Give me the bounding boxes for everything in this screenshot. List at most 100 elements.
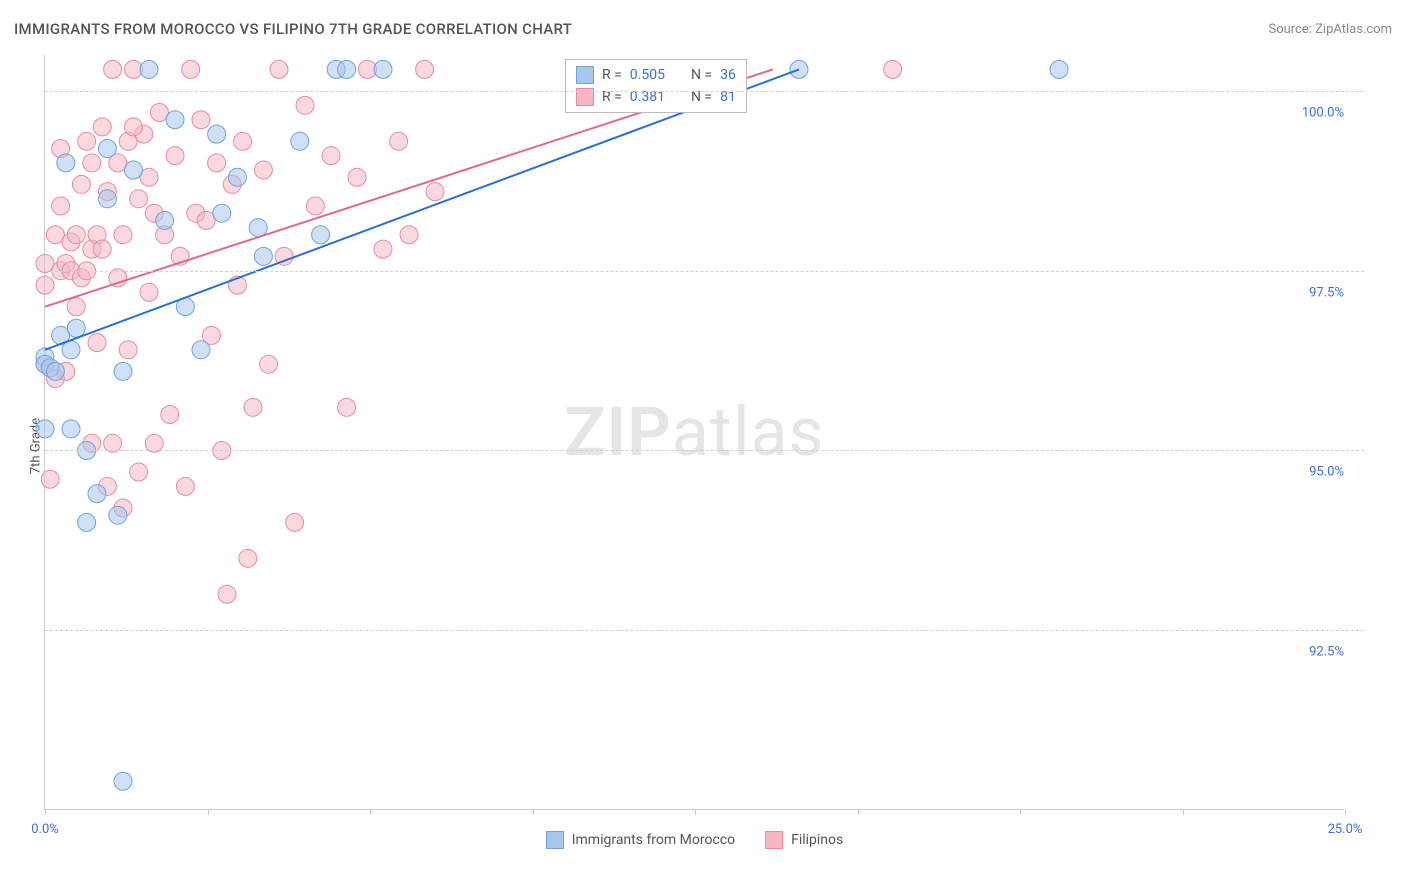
x-tick xyxy=(45,809,46,815)
data-point xyxy=(213,204,231,222)
data-point xyxy=(83,154,101,172)
data-point xyxy=(46,362,64,380)
r-value-a: 0.505 xyxy=(630,67,665,83)
data-point xyxy=(374,60,392,78)
n-value-a: 36 xyxy=(720,67,736,83)
data-point xyxy=(93,118,111,136)
data-point xyxy=(208,125,226,143)
r-label: R = xyxy=(602,67,622,83)
x-tick xyxy=(533,809,534,815)
legend-row-a: R = 0.505 N = 36 xyxy=(576,64,736,86)
data-point xyxy=(1050,60,1068,78)
data-point xyxy=(124,118,142,136)
data-point xyxy=(109,506,127,524)
data-point xyxy=(41,470,59,488)
data-point xyxy=(338,398,356,416)
data-point xyxy=(36,420,54,438)
legend-correlation: R = 0.505 N = 36 R = 0.381 N = 81 xyxy=(565,59,747,113)
chart-title: IMMIGRANTS FROM MOROCCO VS FILIPINO 7TH … xyxy=(14,20,572,38)
data-point xyxy=(140,283,158,301)
data-point xyxy=(254,247,272,265)
data-point xyxy=(114,362,132,380)
plot-area: ZIPatlas R = 0.505 N = 36 R = 0.381 N = … xyxy=(44,55,1344,810)
data-point xyxy=(192,111,210,129)
data-point xyxy=(306,197,324,215)
data-point xyxy=(98,139,116,157)
data-point xyxy=(130,463,148,481)
data-point xyxy=(374,240,392,258)
legend-row-b: R = 0.381 N = 81 xyxy=(576,86,736,108)
gridline xyxy=(45,630,1364,631)
data-point xyxy=(36,276,54,294)
gridline xyxy=(45,450,1364,451)
data-point xyxy=(234,132,252,150)
data-point xyxy=(312,226,330,244)
data-point xyxy=(57,154,75,172)
data-point xyxy=(208,154,226,172)
data-point xyxy=(338,60,356,78)
data-point xyxy=(270,60,288,78)
data-point xyxy=(88,334,106,352)
data-point xyxy=(182,60,200,78)
data-point xyxy=(166,111,184,129)
legend-series: Immigrants from Morocco Filipinos xyxy=(45,831,1344,849)
data-point xyxy=(93,240,111,258)
n-label: N = xyxy=(691,67,712,83)
data-point xyxy=(218,585,236,603)
data-point xyxy=(140,60,158,78)
series-a-name: Immigrants from Morocco xyxy=(572,832,735,848)
data-point xyxy=(291,132,309,150)
data-point xyxy=(166,147,184,165)
gridline xyxy=(45,271,1364,272)
data-point xyxy=(884,60,902,78)
data-point xyxy=(239,549,257,567)
data-point xyxy=(104,60,122,78)
chart-header: IMMIGRANTS FROM MOROCCO VS FILIPINO 7TH … xyxy=(14,20,1392,38)
data-point xyxy=(296,96,314,114)
x-tick xyxy=(695,809,696,815)
series-b-name: Filipinos xyxy=(791,832,843,848)
data-point xyxy=(176,477,194,495)
data-point xyxy=(322,147,340,165)
data-point xyxy=(67,226,85,244)
data-point xyxy=(72,175,90,193)
data-point xyxy=(249,219,267,237)
data-point xyxy=(161,406,179,424)
x-tick xyxy=(1183,809,1184,815)
x-tick xyxy=(208,809,209,815)
data-point xyxy=(390,132,408,150)
data-point xyxy=(78,513,96,531)
data-point xyxy=(260,355,278,373)
data-point xyxy=(119,341,137,359)
data-point xyxy=(244,398,262,416)
swatch-a-icon xyxy=(576,66,594,84)
y-tick-label: 92.5% xyxy=(1307,645,1346,660)
data-point xyxy=(88,485,106,503)
x-tick xyxy=(1345,809,1346,815)
chart-svg xyxy=(45,55,1344,809)
legend-item-b: Filipinos xyxy=(765,831,843,849)
data-point xyxy=(114,226,132,244)
swatch-b2-icon xyxy=(765,831,783,849)
chart-source: Source: ZipAtlas.com xyxy=(1268,22,1392,37)
x-tick xyxy=(858,809,859,815)
data-point xyxy=(52,197,70,215)
data-point xyxy=(156,211,174,229)
data-point xyxy=(130,190,148,208)
data-point xyxy=(124,161,142,179)
data-point xyxy=(67,298,85,316)
data-point xyxy=(416,60,434,78)
x-tick-label: 0.0% xyxy=(31,822,59,837)
legend-item-a: Immigrants from Morocco xyxy=(546,831,735,849)
data-point xyxy=(348,168,366,186)
data-point xyxy=(228,168,246,186)
x-tick xyxy=(1020,809,1021,815)
x-tick xyxy=(370,809,371,815)
data-point xyxy=(192,341,210,359)
data-point xyxy=(426,183,444,201)
y-tick-label: 95.0% xyxy=(1307,465,1346,480)
data-point xyxy=(98,190,116,208)
data-point xyxy=(400,226,418,244)
swatch-a2-icon xyxy=(546,831,564,849)
x-tick-label: 25.0% xyxy=(1328,822,1363,837)
